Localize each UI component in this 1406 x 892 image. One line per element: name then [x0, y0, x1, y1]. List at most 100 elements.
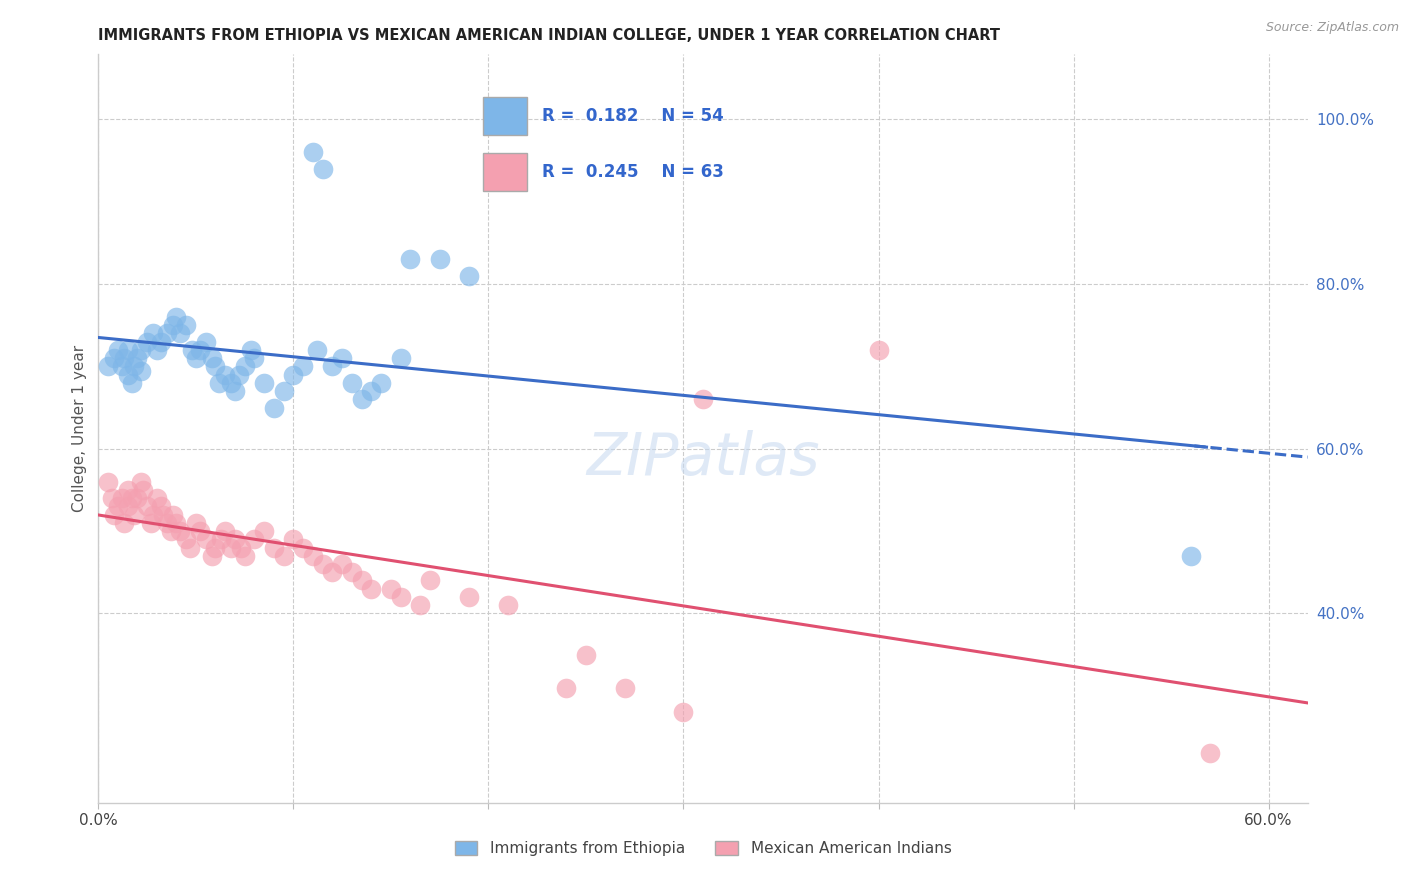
Point	[219, 376, 242, 390]
Point	[555, 681, 578, 695]
Point	[200, 549, 222, 563]
Point	[458, 590, 481, 604]
Point	[321, 359, 343, 374]
Point	[146, 343, 169, 357]
Text: ZIPatlas: ZIPatlas	[586, 430, 820, 487]
Point	[458, 268, 481, 283]
Point	[174, 533, 197, 547]
Point	[233, 359, 256, 374]
Point	[305, 343, 328, 357]
Point	[219, 541, 242, 555]
Point	[340, 566, 363, 580]
Point	[107, 500, 129, 514]
Point	[389, 590, 412, 604]
Point	[142, 326, 165, 341]
Point	[229, 541, 252, 555]
Point	[330, 351, 353, 366]
Point	[302, 145, 325, 160]
Point	[614, 681, 637, 695]
Point	[139, 516, 162, 530]
Point	[146, 491, 169, 505]
Point	[233, 549, 256, 563]
Point	[312, 557, 335, 571]
Point	[243, 351, 266, 366]
Point	[360, 582, 382, 596]
Point	[496, 598, 519, 612]
Point	[273, 384, 295, 398]
Point	[321, 566, 343, 580]
Point	[156, 516, 179, 530]
Point	[399, 252, 422, 267]
Point	[112, 351, 135, 366]
Point	[672, 705, 695, 719]
Point	[117, 368, 139, 382]
Point	[209, 533, 232, 547]
Point	[224, 384, 246, 398]
Point	[174, 318, 197, 333]
Point	[136, 500, 159, 514]
Point	[117, 343, 139, 357]
Point	[188, 524, 211, 538]
Point	[429, 252, 451, 267]
Point	[273, 549, 295, 563]
Point	[169, 524, 191, 538]
Point	[121, 376, 143, 390]
Point	[179, 541, 201, 555]
Point	[131, 475, 153, 489]
Point	[263, 541, 285, 555]
Point	[253, 376, 276, 390]
Point	[127, 491, 149, 505]
Point	[263, 401, 285, 415]
Point	[121, 491, 143, 505]
Point	[136, 334, 159, 349]
Point	[101, 491, 124, 505]
Point	[224, 533, 246, 547]
Point	[292, 541, 315, 555]
Point	[97, 359, 120, 374]
Point	[283, 533, 305, 547]
Point	[1199, 747, 1222, 761]
Point	[204, 541, 226, 555]
Point	[239, 343, 262, 357]
Point	[692, 392, 714, 407]
Point	[112, 516, 135, 530]
Point	[302, 549, 325, 563]
Point	[283, 368, 305, 382]
Point	[214, 524, 236, 538]
Text: Source: ZipAtlas.com: Source: ZipAtlas.com	[1265, 21, 1399, 34]
Point	[350, 574, 373, 588]
Point	[200, 351, 222, 366]
Text: IMMIGRANTS FROM ETHIOPIA VS MEXICAN AMERICAN INDIAN COLLEGE, UNDER 1 YEAR CORREL: IMMIGRANTS FROM ETHIOPIA VS MEXICAN AMER…	[98, 28, 1001, 43]
Point	[159, 524, 181, 538]
Point	[419, 574, 441, 588]
Point	[165, 516, 187, 530]
Point	[117, 483, 139, 497]
Point	[868, 343, 890, 357]
Point	[330, 557, 353, 571]
Y-axis label: College, Under 1 year: College, Under 1 year	[72, 344, 87, 512]
Point	[103, 351, 125, 366]
Point	[194, 334, 217, 349]
Point	[389, 351, 412, 366]
Point	[204, 359, 226, 374]
Point	[131, 363, 153, 377]
Point	[292, 359, 315, 374]
Point	[194, 533, 217, 547]
Point	[181, 343, 204, 357]
Point	[214, 368, 236, 382]
Point	[350, 392, 373, 407]
Point	[156, 326, 179, 341]
Point	[312, 161, 335, 176]
Point	[243, 533, 266, 547]
Point	[184, 351, 207, 366]
Point	[162, 508, 184, 522]
Point	[127, 351, 149, 366]
Point	[142, 508, 165, 522]
Point	[1180, 549, 1202, 563]
Point	[162, 318, 184, 333]
Point	[208, 376, 231, 390]
Point	[122, 508, 145, 522]
Point	[165, 310, 187, 324]
Point	[122, 359, 145, 374]
Point	[149, 334, 172, 349]
